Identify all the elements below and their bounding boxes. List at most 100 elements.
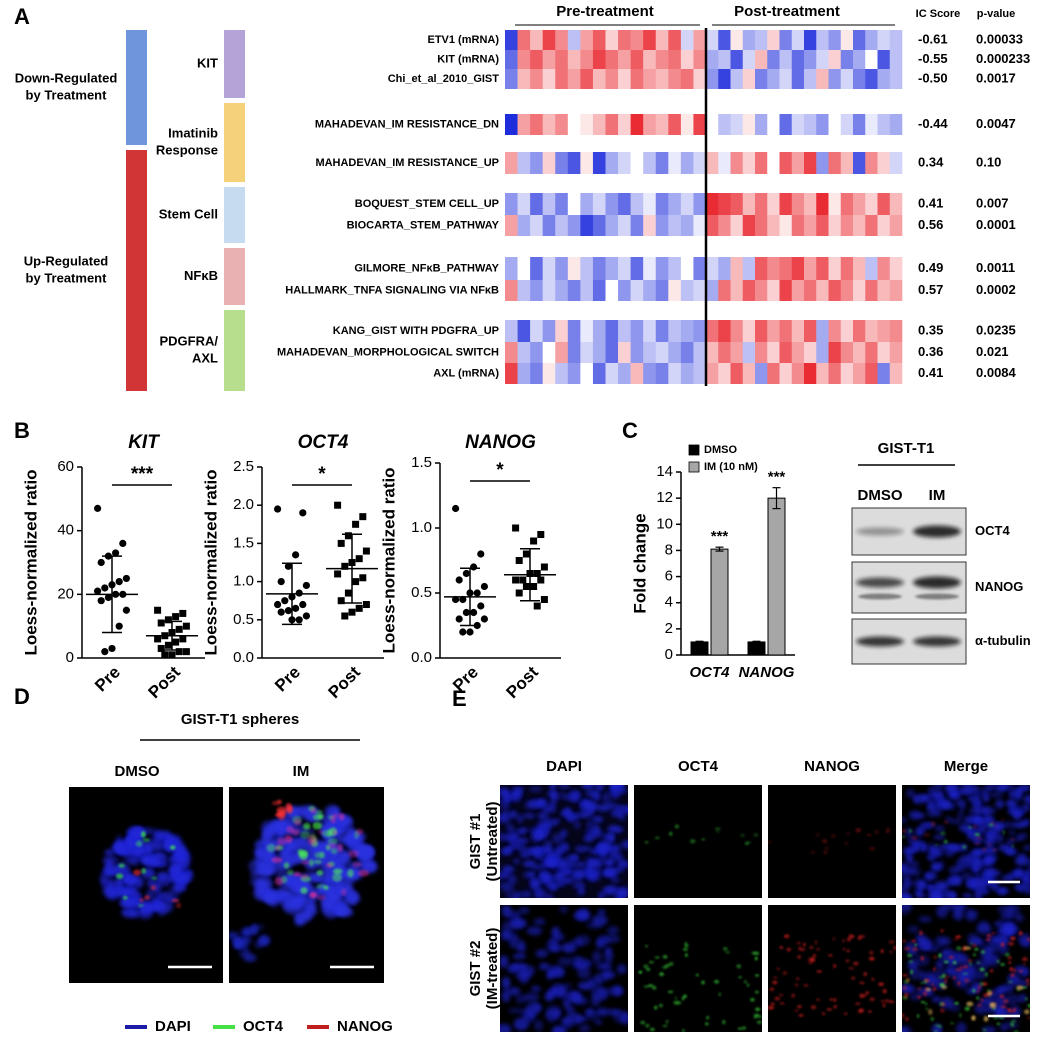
- cell: [936, 905, 948, 918]
- data-point: [182, 648, 190, 656]
- cell: [974, 959, 990, 967]
- cell: [525, 1002, 542, 1015]
- cell: [799, 947, 806, 952]
- data-point: [101, 648, 109, 656]
- cell: [994, 799, 1005, 808]
- band-label: OCT4: [975, 523, 1010, 538]
- cell: [124, 855, 137, 864]
- heatmap-cell: [791, 152, 805, 174]
- heatmap-cell: [889, 257, 903, 280]
- cell: [1008, 941, 1015, 946]
- heatmap-cell: [767, 363, 780, 384]
- heatmap-cell: [889, 193, 903, 215]
- data-point: [164, 616, 172, 624]
- heatmap-cell: [668, 152, 682, 174]
- heatmap-cell: [730, 114, 744, 135]
- cell: [658, 1003, 663, 1008]
- heatmap-cell: [505, 320, 518, 342]
- cell: [771, 1006, 775, 1010]
- heatmap-cell: [605, 363, 619, 384]
- cell: [938, 953, 942, 958]
- channel-label: OCT4: [678, 758, 719, 775]
- heatmap-cell: [693, 30, 707, 50]
- heatmap-cell: [530, 257, 543, 280]
- data-point: [179, 635, 187, 643]
- cell: [982, 982, 988, 986]
- cell: [263, 831, 274, 840]
- cell: [754, 1007, 761, 1012]
- cell: [597, 909, 606, 916]
- cell: [581, 785, 595, 790]
- heatmap-cell: [840, 280, 854, 301]
- cell: [974, 874, 983, 881]
- cell: [970, 909, 979, 919]
- heatmap-cell: [779, 193, 793, 215]
- data-point: [302, 612, 310, 620]
- data-point: [277, 608, 285, 616]
- cell: [959, 954, 970, 965]
- heatmap-cell: [567, 320, 581, 342]
- heatmap-cell: [767, 152, 780, 174]
- heatmap-cell: [530, 50, 543, 69]
- cell: [1027, 1017, 1030, 1020]
- cell: [274, 845, 281, 851]
- heatmap-cell: [730, 152, 744, 174]
- heatmap-cell: [530, 30, 543, 50]
- heatmap-cell: [791, 363, 805, 384]
- cell: [277, 837, 286, 846]
- data-point: [179, 609, 187, 617]
- cell: [1010, 937, 1016, 941]
- cell: [1016, 885, 1025, 893]
- cell: [824, 846, 830, 850]
- heatmap-cell: [605, 257, 619, 280]
- row-label: GILMORE_NFκB_PATHWAY: [354, 262, 499, 274]
- cell: [833, 1004, 837, 1009]
- heatmap-cell: [755, 30, 768, 50]
- data-point: [344, 589, 352, 597]
- heatmap-cell: [767, 280, 780, 301]
- heatmap-cell: [618, 280, 631, 301]
- heatmap-cell: [643, 30, 657, 50]
- heatmap-cell: [718, 30, 731, 50]
- cell: [303, 822, 311, 830]
- cell: [914, 827, 925, 837]
- cell: [952, 875, 963, 886]
- cell: [945, 785, 958, 794]
- cell: [532, 864, 542, 871]
- data-point: [515, 589, 523, 597]
- cell: [955, 798, 966, 807]
- heatmap-cell: [865, 50, 878, 69]
- chart-title: OCT4: [298, 432, 349, 453]
- heatmap-cell: [853, 193, 866, 215]
- bar: [747, 641, 766, 656]
- data-point: [470, 563, 478, 571]
- cell: [327, 838, 338, 845]
- cell: [1011, 844, 1015, 849]
- cell: [992, 1016, 999, 1019]
- heatmap-cell: [804, 280, 817, 301]
- cell: [999, 994, 1005, 999]
- cell: [942, 801, 954, 807]
- cell: [555, 874, 565, 884]
- heatmap-cell: [542, 50, 556, 69]
- ic-score: 0.35: [918, 322, 943, 337]
- micrograph-content: [638, 941, 762, 1032]
- heatmap-cell: [592, 320, 606, 342]
- cell: [645, 1023, 650, 1028]
- cell: [869, 950, 874, 955]
- cell: [1019, 930, 1023, 936]
- cell: [1016, 985, 1024, 990]
- heatmap-cell: [853, 320, 866, 342]
- cell: [974, 817, 987, 825]
- heatmap-cell: [668, 50, 682, 69]
- cell: [963, 965, 969, 969]
- heatmap-cell: [680, 69, 694, 89]
- cell: [756, 1020, 762, 1025]
- cell: [966, 1001, 974, 1007]
- cell: [1012, 821, 1027, 828]
- heatmap-cell: [592, 114, 606, 135]
- cell: [1026, 981, 1030, 986]
- data-point: [477, 550, 485, 558]
- heatmap-cell: [865, 30, 878, 50]
- heatmap-cell: [828, 363, 842, 384]
